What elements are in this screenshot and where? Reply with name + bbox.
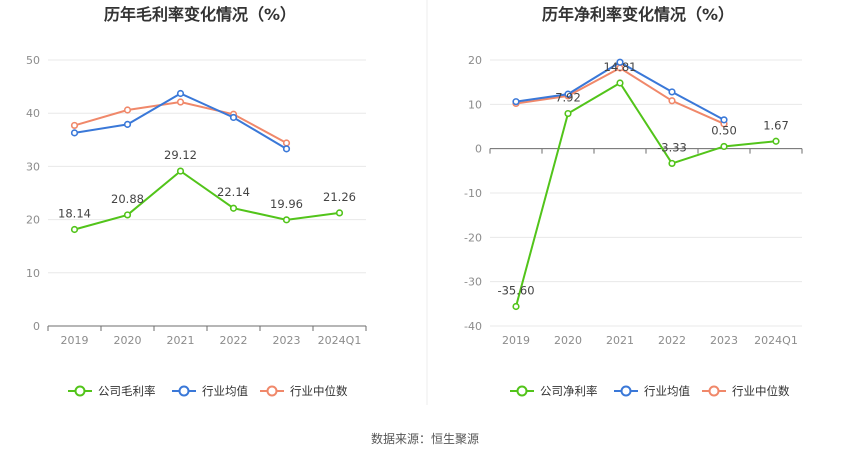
legend-marker [516, 385, 528, 397]
data-label: 22.14 [217, 185, 250, 199]
company-data-point [282, 216, 291, 224]
legend-item-industry-avg[interactable]: 行业均值 [172, 384, 248, 398]
gross-margin-title: 历年毛利率变化情况（%） [104, 5, 296, 24]
legend-item-industry-avg[interactable]: 行业均值 [614, 384, 690, 398]
industry-avg-data-point [720, 116, 728, 124]
y-tick-label: -10 [464, 187, 482, 200]
company-data-point [616, 79, 624, 87]
x-tick-label: 2024Q1 [754, 334, 798, 347]
industry-median-series-line [74, 101, 287, 144]
data-label: 21.26 [323, 190, 356, 204]
legend-item-company[interactable]: 公司净利率 [510, 384, 598, 398]
y-tick-label: 10 [26, 267, 40, 280]
net-margin-title: 历年净利率变化情况（%） [542, 5, 734, 24]
industry-avg-data-point [123, 120, 132, 128]
company-series-line [515, 81, 777, 307]
company-data-point [176, 167, 185, 175]
legend-marker [620, 385, 632, 397]
x-tick-label: 2019 [61, 334, 89, 347]
legend-marker [266, 385, 278, 397]
industry-avg-data-point [564, 90, 572, 98]
legend-label: 行业均值 [202, 384, 248, 398]
company-data-point [335, 209, 344, 217]
industry-avg-data-point [229, 113, 238, 122]
x-tick-label: 2022 [220, 334, 248, 347]
industry-median-data-point [123, 106, 132, 114]
company-series-line [74, 169, 340, 231]
industry-median-data-point [70, 121, 79, 130]
x-tick-label: 2024Q1 [318, 334, 362, 347]
legend-marker [178, 385, 190, 397]
x-tick-label: 2019 [502, 334, 530, 347]
y-tick-label: 10 [468, 98, 482, 111]
industry-median-data-point [282, 139, 291, 147]
company-data-point [668, 159, 676, 168]
data-label: 1.67 [763, 118, 789, 132]
industry-avg-data-point [282, 145, 291, 153]
legend-label: 行业中位数 [290, 384, 348, 398]
data-label: 0.50 [711, 123, 737, 137]
company-data-point [720, 142, 728, 151]
data-label: 18.14 [58, 206, 91, 220]
industry-avg-data-point [512, 98, 520, 106]
company-data-point [512, 302, 520, 311]
company-data-point [70, 225, 79, 234]
y-tick-label: 20 [26, 214, 40, 227]
industry-median-data-point [176, 98, 185, 106]
industry-median-series-line [515, 66, 725, 125]
legend-marker [74, 385, 86, 397]
x-tick-label: 2020 [114, 334, 142, 347]
x-tick-label: 2020 [554, 334, 582, 347]
legend-label: 公司净利率 [540, 384, 598, 398]
x-tick-label: 2023 [710, 334, 738, 347]
legend-item-company[interactable]: 公司毛利率 [68, 384, 156, 398]
data-label: -35.60 [497, 283, 534, 297]
legend-item-industry-median[interactable]: 行业中位数 [702, 384, 790, 398]
legend-marker [708, 385, 720, 397]
net-margin-chart: 历年净利率变化情况（%） -40 -30 -20 -10 0 10 20 2019 2020 20… [464, 5, 803, 398]
legend-label: 公司毛利率 [98, 384, 156, 398]
data-label: 20.88 [111, 192, 144, 206]
industry-avg-data-point [70, 129, 79, 137]
x-tick-label: 2023 [273, 334, 301, 347]
x-tick-label: 2021 [606, 334, 634, 347]
y-tick-label: -20 [464, 231, 482, 244]
company-data-point [772, 137, 780, 145]
company-data-point [564, 109, 572, 118]
y-tick-label: 30 [26, 160, 40, 173]
x-tick-label: 2021 [167, 334, 195, 347]
industry-avg-data-point [668, 88, 676, 96]
company-data-point [229, 204, 238, 212]
company-data-point [123, 211, 132, 219]
source-note: 数据来源：恒生聚源 [371, 431, 479, 446]
data-label: 14.81 [604, 60, 637, 74]
data-label: 29.12 [164, 148, 197, 162]
data-label: 7.92 [555, 91, 581, 105]
y-tick-label: 40 [26, 107, 40, 120]
data-label: 19.96 [270, 197, 303, 211]
legend-label: 行业均值 [644, 384, 690, 398]
data-label: -3.33 [657, 140, 687, 154]
legend-label: 行业中位数 [732, 384, 790, 398]
y-tick-label: 0 [33, 320, 40, 333]
y-tick-label: 0 [475, 143, 482, 156]
gross-margin-chart: 历年毛利率变化情况（%） 0 10 20 30 40 50 2019 2020 2021 2022… [26, 5, 367, 398]
industry-avg-data-point [616, 58, 624, 66]
y-tick-label: -40 [464, 320, 482, 333]
industry-median-data-point [668, 97, 676, 105]
x-tick-label: 2022 [658, 334, 686, 347]
y-tick-label: -30 [464, 276, 482, 289]
y-tick-label: 20 [468, 54, 482, 67]
legend-item-industry-median[interactable]: 行业中位数 [260, 384, 348, 398]
y-tick-label: 50 [26, 54, 40, 67]
industry-avg-data-point [176, 89, 185, 98]
